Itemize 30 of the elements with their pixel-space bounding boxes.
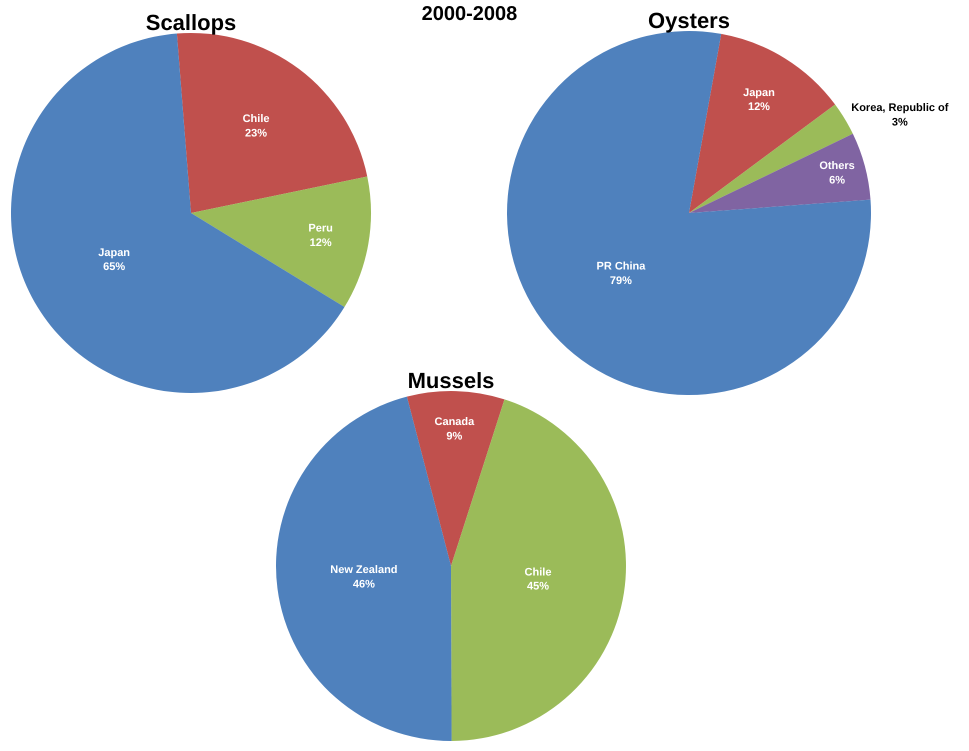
data-label: 9% xyxy=(446,430,463,442)
data-label: 46% xyxy=(352,578,376,590)
data-label: 6% xyxy=(829,174,846,186)
pie-slice xyxy=(191,176,371,308)
data-label: 65% xyxy=(103,261,126,274)
slice-label: Peru xyxy=(308,222,333,234)
data-label: 12% xyxy=(748,101,770,114)
slice-label: Others xyxy=(819,160,855,172)
text: 2000-2008 xyxy=(422,3,518,25)
slice-label: Canada xyxy=(434,416,476,428)
pie-slice xyxy=(11,34,344,393)
slice-label: PR China xyxy=(596,260,646,273)
chart-title: Scallops xyxy=(146,10,236,35)
slice-label: Chile xyxy=(524,566,552,578)
pie-slice xyxy=(689,104,853,213)
slice-label: Japan xyxy=(743,86,776,99)
data-label: 12% xyxy=(310,236,332,249)
chart-title: Oysters xyxy=(648,8,730,33)
chart-title: Mussels xyxy=(408,368,494,393)
slice-label: New Zealand xyxy=(330,564,398,576)
pie-slice xyxy=(406,391,504,566)
slice-label: Japan xyxy=(98,246,130,259)
data-label: 45% xyxy=(526,580,550,593)
slice-label: Korea, Republic of xyxy=(851,102,949,114)
pie-slice xyxy=(689,134,871,213)
slice-label: Chile xyxy=(242,113,270,126)
data-label: 3% xyxy=(892,116,908,128)
data-label: 79% xyxy=(610,275,632,288)
data-label: 23% xyxy=(245,128,268,140)
pie-slice xyxy=(176,33,368,213)
